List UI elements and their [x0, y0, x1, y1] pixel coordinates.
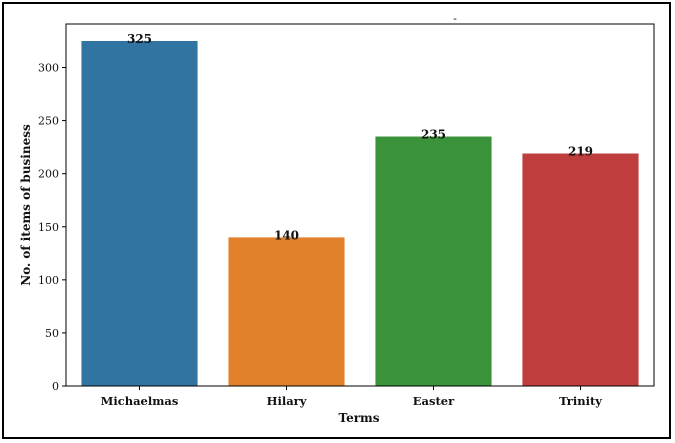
bar-hilary: [228, 237, 345, 386]
x-tick-label-michaelmas: Michaelmas: [101, 394, 179, 408]
y-tick-label: 0: [52, 380, 59, 393]
bar-trinity: [522, 153, 639, 386]
bar-michaelmas: [81, 40, 198, 387]
value-label-michaelmas: 325: [127, 32, 152, 46]
y-tick-label: 50: [45, 327, 59, 340]
x-axis-title: Terms: [339, 411, 380, 425]
y-tick-label: 300: [38, 62, 59, 75]
plot-area-frame: [65, 23, 655, 387]
y-tick-label: 150: [38, 221, 59, 234]
x-tick-label-hilary: Hilary: [267, 394, 307, 408]
chart-top-mark: -: [453, 12, 457, 25]
y-axis-title: No. of items of business: [19, 124, 33, 286]
value-label-trinity: 219: [568, 145, 593, 159]
value-label-hilary: 140: [274, 228, 299, 242]
bar-easter: [375, 136, 492, 386]
x-tick-label-trinity: Trinity: [559, 394, 602, 408]
x-tick-label-easter: Easter: [413, 394, 455, 408]
y-tick-label: 250: [38, 115, 59, 128]
y-tick-label: 200: [38, 168, 59, 181]
y-tick-label: 100: [38, 274, 59, 287]
value-label-easter: 235: [421, 128, 446, 142]
